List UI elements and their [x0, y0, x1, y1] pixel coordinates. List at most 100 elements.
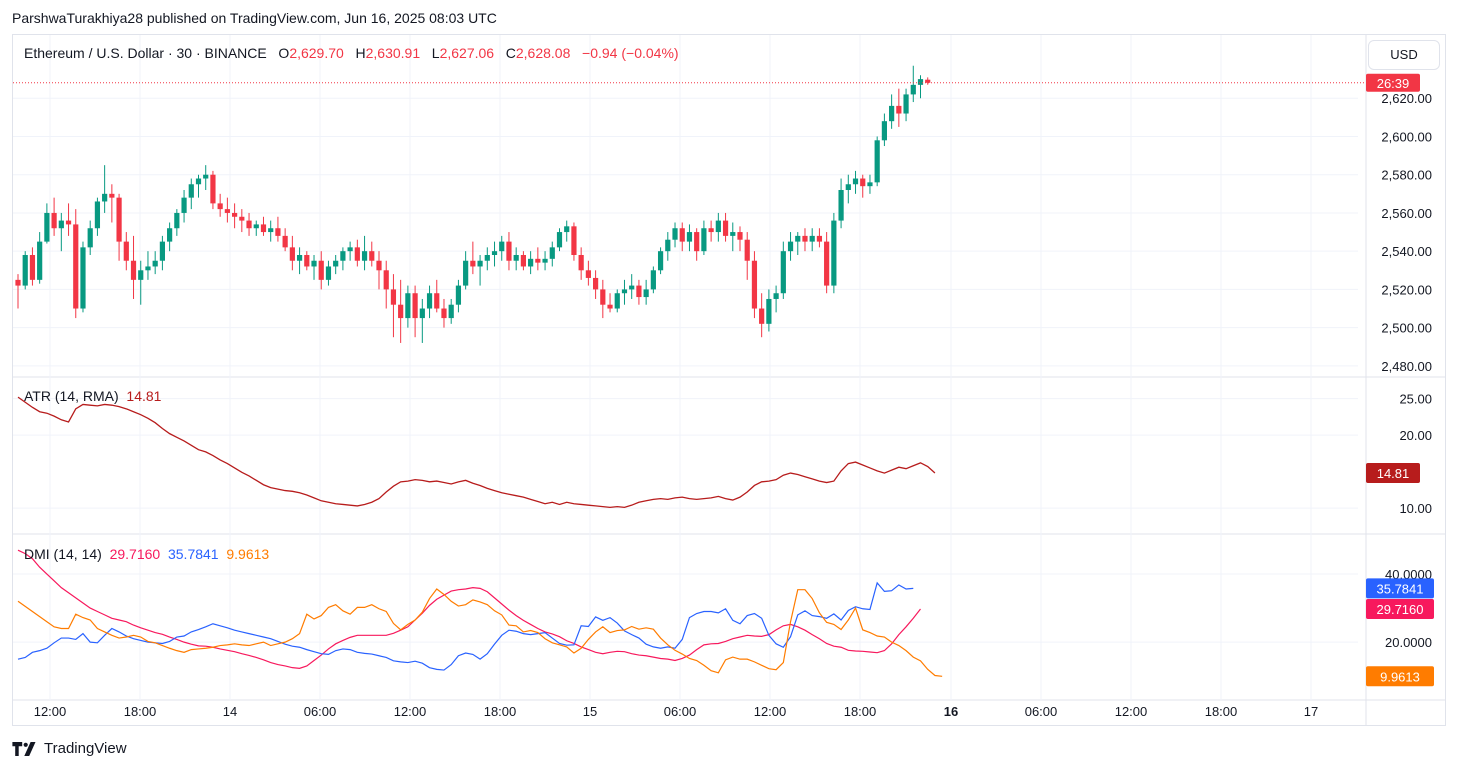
di-plus-legend-value: 29.7160	[109, 546, 161, 562]
countdown-badge	[1366, 73, 1420, 92]
candle-body	[232, 212, 238, 217]
candle-body	[51, 212, 57, 229]
candle-body	[289, 247, 295, 261]
candle-body	[159, 241, 165, 261]
adx-badge	[1366, 666, 1434, 687]
candle-body	[87, 228, 93, 248]
candle-body	[874, 140, 880, 183]
time-tick-label: 18:00	[484, 704, 517, 719]
candle-body	[268, 228, 274, 233]
candle-body	[123, 241, 129, 261]
grid-layer	[13, 35, 1445, 725]
candle-body	[463, 260, 469, 286]
candle-body	[174, 212, 180, 229]
candle-body	[152, 260, 158, 267]
candle-body	[600, 289, 606, 305]
candle-body	[354, 247, 360, 261]
candle-body	[455, 285, 462, 305]
atr-label[interactable]: ATR (14, RMA)	[24, 388, 119, 404]
candle-body	[816, 235, 823, 242]
candle-body	[708, 228, 714, 233]
candle-body	[195, 178, 202, 185]
candle-body	[282, 235, 288, 248]
candle-body	[607, 304, 613, 309]
candle-body	[917, 79, 924, 85]
open-value: 2,629.70	[289, 45, 344, 61]
candle-body	[477, 260, 483, 267]
candle-body	[824, 241, 830, 286]
symbol-title[interactable]: Ethereum / U.S. Dollar · 30 · BINANCE	[24, 45, 267, 61]
candle-body	[852, 178, 859, 185]
candle-body	[650, 270, 656, 290]
candle-body	[621, 289, 628, 294]
candle-body	[672, 228, 678, 240]
candle-body	[441, 308, 447, 319]
close-value: 2,628.08	[515, 45, 571, 61]
candle-body	[585, 270, 591, 278]
dmi-tick-label: 20.0000	[1385, 635, 1432, 650]
price-tick-label: 2,540.00	[1381, 244, 1432, 259]
candle-body	[188, 184, 194, 198]
candle-body	[390, 289, 397, 305]
candle-body	[802, 235, 808, 242]
candle-body	[80, 247, 86, 309]
candle-body	[751, 260, 758, 309]
open-label: O	[278, 45, 290, 61]
candle-body	[340, 251, 346, 261]
chart-frame[interactable]	[12, 34, 1446, 726]
candle-body	[210, 174, 216, 204]
candle-body	[593, 277, 599, 290]
candle-body	[167, 228, 173, 242]
candle-body	[130, 260, 137, 280]
axis-layer: 2,480.00 2,500.00 2,520.00 2,540.00 2,560.00…	[34, 73, 1434, 719]
high-value: 2,630.91	[365, 45, 421, 61]
candle-body	[838, 190, 844, 221]
time-tick-label: 18:00	[124, 704, 157, 719]
currency-selector[interactable]: USD	[1368, 40, 1440, 70]
candle-body	[860, 178, 866, 187]
candle-body	[29, 255, 36, 280]
dmi-layer	[17, 549, 943, 677]
time-tick-label: 06:00	[1025, 704, 1058, 719]
footer-brand[interactable]: TradingView	[44, 740, 127, 757]
candle-body	[398, 304, 404, 319]
candle-body	[224, 209, 230, 213]
candle-body	[686, 232, 693, 242]
adx-legend-value: 9.9613	[226, 546, 270, 562]
atr-line	[17, 396, 936, 509]
dmi-label[interactable]: DMI (14, 14)	[24, 546, 102, 562]
candle-body	[564, 226, 570, 233]
candle-body	[275, 228, 281, 236]
candle-body	[737, 232, 743, 240]
low-value: 2,627.06	[439, 45, 495, 61]
candle-body	[694, 232, 700, 252]
candle-body	[333, 260, 339, 267]
candle-body	[448, 304, 454, 319]
price-tick-label: 2,620.00	[1381, 91, 1432, 106]
footer: TradingView	[12, 740, 127, 757]
candle-body	[383, 270, 389, 290]
time-tick-label: 18:00	[1205, 704, 1238, 719]
candle-body	[318, 260, 324, 280]
candle-body	[94, 201, 101, 229]
candle-body	[780, 251, 786, 294]
candle-body	[260, 224, 267, 233]
atr-tick-label: 25.00	[1399, 392, 1432, 407]
candle-body	[520, 255, 526, 267]
candle-body	[722, 220, 729, 236]
candle-body	[109, 193, 115, 198]
candle-body	[679, 228, 685, 242]
candle-body	[181, 197, 187, 213]
candle-body	[203, 174, 209, 179]
candle-body	[304, 255, 310, 267]
candle-body	[549, 247, 555, 259]
dmi-legend: DMI (14, 14) 29.7160 35.7841 9.9613	[24, 546, 269, 562]
candle-body	[715, 220, 721, 233]
candle-body	[426, 293, 433, 309]
candle-body	[542, 258, 548, 263]
time-tick-label: 06:00	[664, 704, 697, 719]
time-tick-label: 12:00	[1115, 704, 1148, 719]
candle-body	[253, 224, 259, 229]
candle-body	[795, 235, 801, 242]
